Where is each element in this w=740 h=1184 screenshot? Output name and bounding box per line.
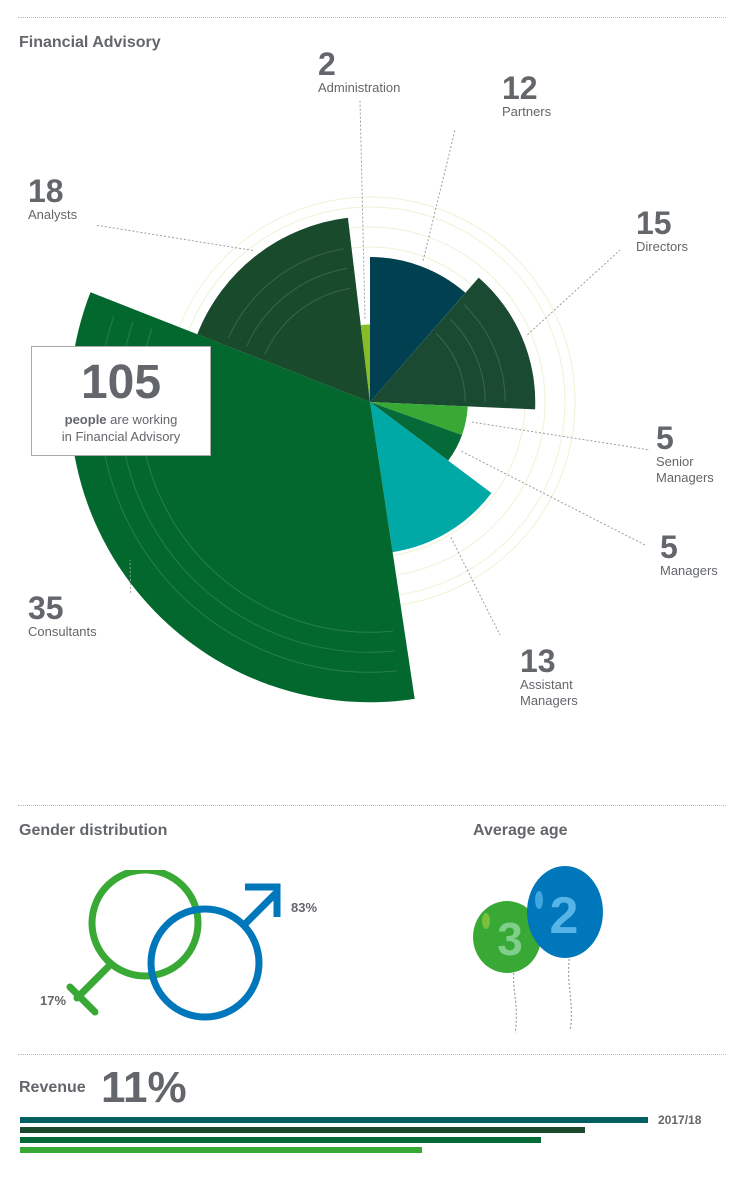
- segment-decor-arc: [264, 287, 351, 355]
- advisory-title: Financial Advisory: [19, 34, 161, 51]
- average-age-balloons: 3 2: [473, 866, 603, 1034]
- female-percentage: 17%: [40, 993, 67, 1008]
- male-symbol-icon: [147, 883, 281, 1021]
- leader-line: [129, 559, 132, 593]
- segment-decor-arc: [227, 248, 344, 339]
- gender-symbols: [66, 870, 281, 1021]
- leader-line: [359, 99, 366, 319]
- leader-line: [471, 421, 651, 451]
- total-count: 105: [80, 356, 162, 409]
- revenue-year-label: 2017/18: [658, 1113, 702, 1127]
- segment-senior-managers: [370, 402, 468, 435]
- segment-partners: [370, 257, 466, 402]
- leader-line: [450, 537, 501, 636]
- revenue-bar: [20, 1117, 648, 1123]
- label-directors: 15 Directors: [636, 205, 689, 254]
- age-digit-2: 2: [550, 887, 579, 945]
- total-text-bold: people: [64, 412, 107, 427]
- segment-directors: [370, 277, 536, 410]
- label-partners: 12 Partners: [502, 70, 552, 119]
- leader-line: [527, 249, 621, 336]
- segment-decor-arc: [449, 318, 486, 402]
- segment-administration: [360, 324, 370, 402]
- label-administration: 2 Administration: [318, 46, 401, 95]
- total-summary-box: 105 people are working in Financial Advi…: [31, 346, 211, 456]
- age-digit-1: 3: [497, 913, 523, 965]
- label-assistant-managers: 13 Assistant Managers: [520, 643, 578, 708]
- revenue-bar: [20, 1147, 422, 1153]
- advisory-polar-chart: [69, 99, 651, 703]
- segment-managers: [370, 402, 462, 461]
- balloon-green-icon: 3: [473, 901, 541, 973]
- label-senior-managers: 5 Senior Managers: [656, 420, 714, 485]
- label-consultants: 35 Consultants: [28, 590, 97, 639]
- age-title: Average age: [473, 822, 568, 839]
- segment-analysts: [197, 217, 370, 402]
- revenue-bar: [20, 1137, 541, 1143]
- leader-line: [94, 224, 253, 251]
- total-text-line2: in Financial Advisory: [61, 429, 181, 444]
- balloon-blue-icon: 2: [527, 866, 603, 958]
- revenue-bar: [20, 1127, 585, 1133]
- revenue-headline: 11%: [101, 1063, 187, 1112]
- gender-title: Gender distribution: [19, 822, 168, 839]
- segment-decor-arc: [246, 267, 348, 347]
- segment-decor-arc: [463, 304, 506, 402]
- segment-decor-arc: [435, 333, 466, 402]
- divider-middle: [18, 805, 726, 806]
- female-symbol-icon: [66, 870, 202, 1016]
- label-managers: 5 Managers: [660, 529, 718, 578]
- revenue-title: Revenue: [19, 1079, 86, 1096]
- divider-bottom: [18, 1054, 726, 1055]
- segment-assistant-managers: [370, 402, 492, 553]
- male-percentage: 83%: [291, 900, 318, 915]
- leader-line: [422, 129, 456, 261]
- total-description: people are working in Financial Advisory: [32, 411, 210, 445]
- label-analysts: 18 Analysts: [28, 173, 78, 222]
- divider-top: [18, 17, 726, 18]
- total-text-rest: are working: [106, 412, 178, 427]
